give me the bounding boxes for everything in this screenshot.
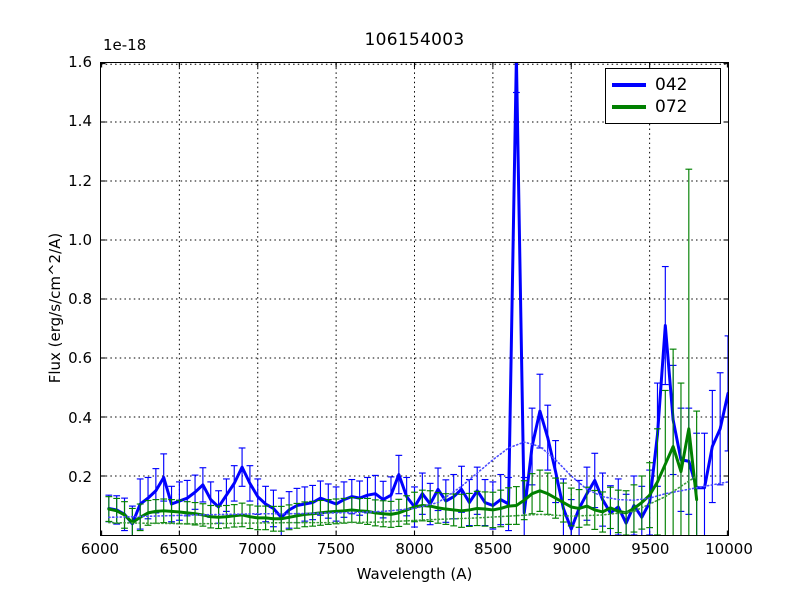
x-tick-label: 8000 <box>395 540 434 558</box>
x-tick-label: 7000 <box>238 540 277 558</box>
x-tick-label: 9500 <box>631 540 670 558</box>
legend-label-042: 042 <box>655 74 688 95</box>
errorbars-042 <box>105 63 728 535</box>
y-axis-offset-exponent: 1e-18 <box>103 36 147 54</box>
legend-swatch-072 <box>612 105 646 109</box>
y-tick-label: 1.2 <box>68 171 92 190</box>
x-tick-label: 7500 <box>316 540 355 558</box>
series-042-error-continuum <box>108 441 728 519</box>
x-tick-label: 6000 <box>80 540 120 558</box>
legend-entry-072[interactable]: 072 <box>612 96 714 118</box>
legend-entry-042[interactable]: 042 <box>612 74 714 96</box>
legend-box[interactable]: 042 072 <box>605 68 721 124</box>
legend-label-072: 072 <box>655 96 688 117</box>
series-042 <box>105 63 728 535</box>
y-tick-label: 1.4 <box>68 112 92 131</box>
legend-swatch-042 <box>612 83 646 87</box>
y-tick-label: 0.6 <box>68 349 92 368</box>
plot-title: 106154003 <box>364 30 465 50</box>
gridlines <box>101 63 728 535</box>
y-tick-label: 1.0 <box>68 230 92 249</box>
plot-axes <box>100 62 729 536</box>
data-series-layer <box>105 63 728 535</box>
y-tick-label: 0.4 <box>68 408 92 427</box>
x-tick-label: 6500 <box>159 540 198 558</box>
x-tick-label: 9000 <box>552 540 591 558</box>
spectrum-plot-svg <box>101 63 728 535</box>
axis-ticks <box>101 63 728 535</box>
x-tick-label: 10000 <box>705 540 753 558</box>
x-tick-label: 8500 <box>474 540 513 558</box>
x-axis-label: Wavelength (A) <box>356 565 473 583</box>
y-tick-label: 0.8 <box>68 290 92 308</box>
series-072-error-continuum <box>108 475 698 525</box>
y-tick-label: 1.6 <box>68 53 92 71</box>
y-tick-label: 0.2 <box>68 467 92 486</box>
series-072 <box>105 168 701 535</box>
